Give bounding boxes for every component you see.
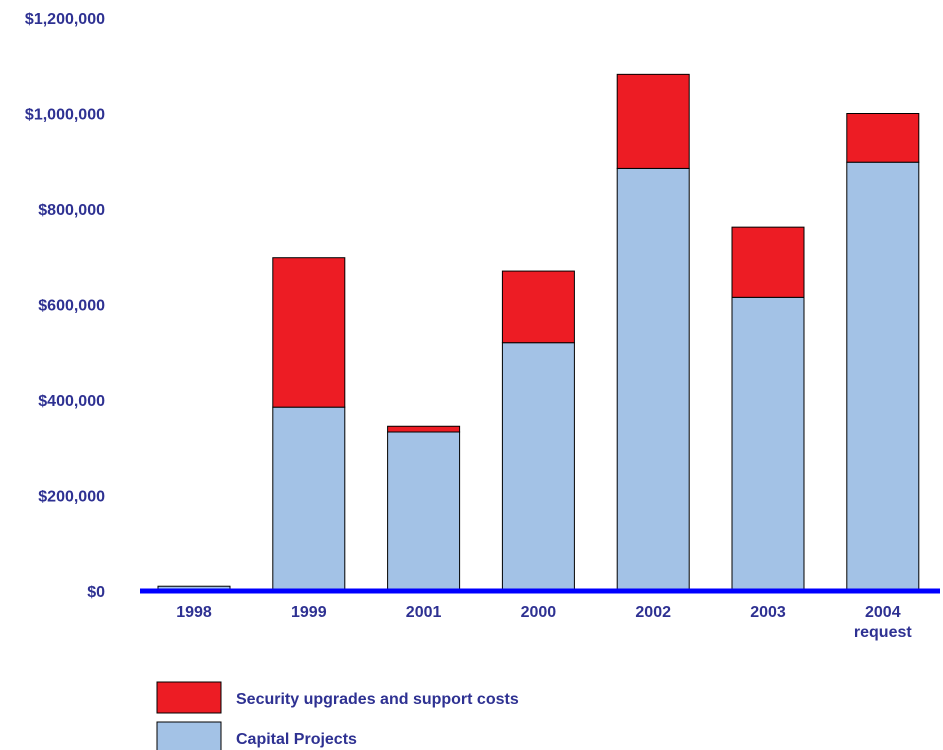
y-tick-label: $400,000 bbox=[38, 393, 105, 410]
y-axis-tick-labels: $0 $200,000 $400,000 $600,000 $800,000 $1,000… bbox=[25, 11, 105, 601]
x-category-label: 2003 bbox=[750, 604, 786, 621]
bar-security-upgrades bbox=[272, 257, 346, 408]
x-category-label: 1999 bbox=[291, 604, 327, 621]
y-tick-label: $800,000 bbox=[38, 202, 105, 219]
y-tick-label: $600,000 bbox=[38, 298, 105, 315]
bar-security-upgrades bbox=[846, 113, 920, 163]
y-tick-label: $0 bbox=[87, 584, 105, 601]
bar-capital-projects bbox=[616, 167, 690, 592]
x-axis-category-labels: 1998 1999 2001 2000 2002 2003 2004 request bbox=[176, 604, 912, 641]
legend-swatch bbox=[156, 721, 222, 750]
x-category-label: 2002 bbox=[635, 604, 671, 621]
bar-security-upgrades bbox=[501, 270, 575, 344]
legend-swatch bbox=[156, 681, 222, 714]
x-category-label: request bbox=[854, 624, 912, 641]
bar-security-upgrades bbox=[731, 226, 805, 298]
bar-capital-projects bbox=[846, 161, 920, 592]
bar-capital-projects bbox=[731, 296, 805, 592]
x-category-label: 2004 bbox=[865, 604, 901, 621]
y-tick-label: $1,000,000 bbox=[25, 107, 105, 124]
x-category-label: 2000 bbox=[521, 604, 557, 621]
bar-capital-projects bbox=[387, 431, 461, 592]
y-tick-label: $1,200,000 bbox=[25, 11, 105, 28]
bars bbox=[157, 73, 920, 592]
legend: Security upgrades and support costs Capit… bbox=[156, 681, 519, 750]
legend-label: Capital Projects bbox=[236, 731, 357, 748]
bar-security-upgrades bbox=[387, 425, 461, 433]
x-category-label: 1998 bbox=[176, 604, 212, 621]
legend-label: Security upgrades and support costs bbox=[236, 691, 519, 708]
x-category-label: 2001 bbox=[406, 604, 442, 621]
bar-security-upgrades bbox=[616, 73, 690, 169]
y-tick-label: $200,000 bbox=[38, 489, 105, 506]
bar-capital-projects bbox=[272, 406, 346, 592]
bar-capital-projects bbox=[501, 342, 575, 592]
